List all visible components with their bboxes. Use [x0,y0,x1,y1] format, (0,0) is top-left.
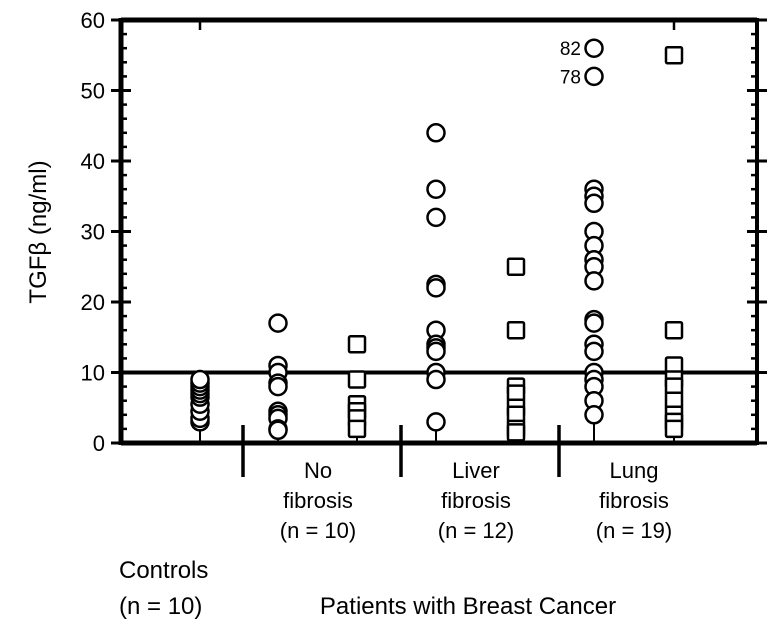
y-axis-label: TGFβ (ng/ml) [25,160,52,303]
y-tick-label: 20 [81,290,105,315]
group-label: (n = 10) [280,518,356,543]
group-label: fibrosis [441,488,511,513]
data-point-circle [190,369,210,390]
data-point-circle [426,207,446,228]
data-point-square [664,419,684,439]
data-point-circle [426,412,446,432]
y-tick-label: 60 [81,8,105,33]
y-tick-label: 0 [93,431,105,456]
data-point-circle [268,376,288,397]
data-point-circle [584,405,604,425]
data-point-square [664,320,684,340]
data-point-circle [426,341,446,362]
y-tick-label: 40 [81,149,105,174]
data-point-circle [584,66,604,87]
data-marks [190,38,684,442]
data-point-square [347,370,367,389]
y-tick-label: 30 [81,220,105,245]
data-point-circle [584,341,604,362]
data-point-circle [426,179,446,199]
y-tick-label: 50 [81,79,105,104]
data-point-circle [584,313,604,333]
data-point-circle [584,271,604,291]
data-point-circle [268,313,288,333]
group-label: fibrosis [599,488,669,513]
data-point-circle [426,278,446,298]
data-point-circle [426,369,446,390]
data-point-circle [584,38,604,58]
data-point-square [664,46,684,65]
data-point-circle [584,193,604,214]
data-point-square [506,257,526,276]
y-tick-label: 10 [81,361,105,386]
data-point-square [347,335,367,354]
data-point-square [506,320,526,340]
group-label: No [304,458,332,483]
axes [111,17,767,477]
group-label: fibrosis [283,488,353,513]
data-point-circle [426,123,446,143]
group-label-controls: Controls [119,557,208,584]
data-point-square [506,423,526,442]
data-point-circle [268,420,288,441]
data-annotation: 78 [560,67,581,88]
x-axis-label: Patients with Breast Cancer [320,593,616,620]
group-label: Lung [610,458,659,483]
group-label: (n = 12) [438,518,514,543]
group-label-controls: (n = 10) [119,593,202,620]
labels: TGFβ (ng/ml) Patients with Breast Cancer… [25,8,672,620]
data-point-square [347,419,367,439]
group-label: Liver [452,458,500,483]
group-label: (n = 19) [596,518,672,543]
data-annotation: 82 [560,39,581,60]
